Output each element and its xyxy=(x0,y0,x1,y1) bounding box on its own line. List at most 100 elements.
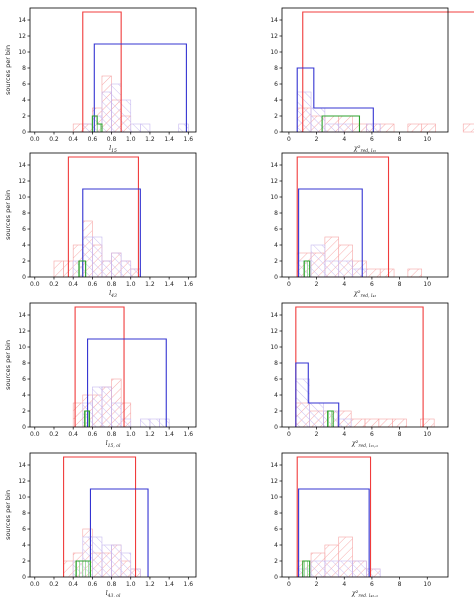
y-tick-label: 8 xyxy=(22,210,26,217)
x-tick-label: 8 xyxy=(398,136,402,143)
chart-panel-8: 0 2 4 6 8 10 12 14 0 2 4 6 8 10 χ²red, l₄₃,ₒₗ xyxy=(270,452,449,597)
x-axis-label: χ²red, l₁₅ xyxy=(353,144,376,154)
chart-panel-4: 0 2 4 6 8 10 12 14 0 2 4 6 8 10 χ²red, l₄₃ xyxy=(270,152,449,299)
y-tick-label: 14 xyxy=(270,162,278,169)
hist-bar-light_green xyxy=(302,560,310,578)
hist-step-red xyxy=(82,11,122,132)
hist-bar-pink xyxy=(366,268,381,278)
hist-bar-lavender xyxy=(111,402,122,428)
hist-bar-lavender xyxy=(295,378,310,428)
chart-panel-6: 0 2 4 6 8 10 12 14 0 2 4 6 8 10 χ²red, l₁₅,ₒₗ xyxy=(270,302,449,449)
y-tick-label: 10 xyxy=(18,494,26,501)
x-tick-label: 0.0 xyxy=(30,136,40,143)
y-tick-label: 6 xyxy=(274,376,278,383)
y-tick-label: 6 xyxy=(22,376,26,383)
hist-bar-pink xyxy=(379,123,395,133)
x-tick-label: 8 xyxy=(398,431,402,438)
hist-bar-lavender xyxy=(310,244,326,278)
y-tick-label: 12 xyxy=(270,33,278,40)
hist-step-blue xyxy=(89,488,149,577)
x-tick-label: 2 xyxy=(315,431,319,438)
x-tick-label: 1.0 xyxy=(126,281,136,288)
axes-frame xyxy=(281,152,449,278)
x-tick-label: 6 xyxy=(370,431,374,438)
x-tick-label: 2 xyxy=(315,136,319,143)
hist-bar-lavender xyxy=(324,560,340,578)
y-tick-label: 10 xyxy=(270,494,278,501)
y-tick-label: 14 xyxy=(18,312,26,319)
hist-bar-lavender xyxy=(338,260,353,278)
hist-step-red xyxy=(67,156,139,277)
x-tick-label: 0.0 xyxy=(30,431,40,438)
hist-bar-lavender xyxy=(159,418,170,428)
chart-panel-7: 0 2 4 6 8 10 12 14 0.0 0.2 0.4 0.6 0.8 1.0 1.2 1.4 1.6 l4… xyxy=(4,452,197,597)
x-tick-label: 8 xyxy=(398,581,402,588)
y-tick-label: 2 xyxy=(274,113,278,120)
x-tick-label: 0 xyxy=(287,431,291,438)
x-tick-label: 1.4 xyxy=(164,281,174,288)
x-axis-label: l15 xyxy=(109,144,117,154)
x-tick-label: 0.2 xyxy=(49,281,59,288)
x-tick-label: 0 xyxy=(287,136,291,143)
y-axis-label: sources per bin xyxy=(4,340,12,390)
hist-step-red xyxy=(302,11,474,132)
y-axis-label: sources per bin xyxy=(4,490,12,540)
hist-bar-lavender xyxy=(352,268,367,278)
hist-bar-pink xyxy=(379,268,395,278)
x-tick-label: 1.6 xyxy=(184,136,194,143)
y-tick-label: 4 xyxy=(22,392,26,399)
hist-bar-lavender xyxy=(130,123,141,133)
hist-bar-lavender xyxy=(120,260,132,278)
x-tick-label: 0.6 xyxy=(88,431,98,438)
x-tick-label: 1.4 xyxy=(164,136,174,143)
x-tick-label: 0.2 xyxy=(49,136,59,143)
hist-bar-lavender xyxy=(310,560,326,578)
hist-step-red xyxy=(296,456,372,577)
hist-bar-lavender xyxy=(338,560,353,578)
axes-frame xyxy=(29,302,197,428)
y-tick-label: 6 xyxy=(22,81,26,88)
chart-panel-3: 0 2 4 6 8 10 12 14 0.0 0.2 0.4 0.6 0.8 1.0 1.2 1.4 1.6 l4… xyxy=(4,152,197,299)
x-tick-label: 0 xyxy=(287,581,291,588)
y-tick-label: 10 xyxy=(18,194,26,201)
hist-bar-lavender xyxy=(101,544,112,578)
x-tick-label: 1.6 xyxy=(184,581,194,588)
y-tick-label: 8 xyxy=(274,360,278,367)
y-tick-label: 2 xyxy=(22,558,26,565)
axes-frame xyxy=(281,7,449,133)
y-tick-label: 10 xyxy=(18,344,26,351)
x-axis-label: χ²red, l₄₃,ₒₗ xyxy=(351,589,378,597)
y-tick-label: 4 xyxy=(274,392,278,399)
hist-step-green xyxy=(75,560,92,577)
hist-bar-lavender xyxy=(111,544,122,578)
y-tick-label: 14 xyxy=(18,17,26,24)
y-tick-label: 10 xyxy=(270,194,278,201)
x-tick-label: 0.4 xyxy=(68,431,78,438)
y-tick-label: 6 xyxy=(274,81,278,88)
hist-bar-lavender xyxy=(366,568,381,578)
y-tick-label: 4 xyxy=(274,542,278,549)
y-tick-label: 10 xyxy=(270,49,278,56)
y-tick-label: 6 xyxy=(22,226,26,233)
hist-bar-light_green xyxy=(303,260,310,278)
x-tick-label: 0.6 xyxy=(88,136,98,143)
x-tick-label: 0.0 xyxy=(30,281,40,288)
y-tick-label: 8 xyxy=(22,65,26,72)
hist-bar-lavender xyxy=(111,83,122,133)
y-tick-label: 14 xyxy=(270,17,278,24)
y-tick-label: 0 xyxy=(274,129,278,136)
hist-step-blue xyxy=(298,188,363,277)
hist-bar-lavender xyxy=(120,418,132,428)
hist-bar-lavender xyxy=(101,91,112,133)
x-tick-label: 0 xyxy=(287,281,291,288)
chart-panel-2: 0 2 4 6 8 10 12 14 0 2 4 6 8 10 χ²red, l₁₅ xyxy=(270,7,474,154)
hist-bar-lavender xyxy=(352,560,367,578)
x-axis-label: l43, ol xyxy=(106,589,121,597)
y-tick-label: 14 xyxy=(270,462,278,469)
x-tick-label: 0.6 xyxy=(88,281,98,288)
hist-step-green xyxy=(84,410,91,427)
hist-bar-lavender xyxy=(92,236,103,278)
x-tick-label: 0.4 xyxy=(68,136,78,143)
y-tick-label: 8 xyxy=(274,65,278,72)
x-tick-label: 4 xyxy=(342,281,346,288)
